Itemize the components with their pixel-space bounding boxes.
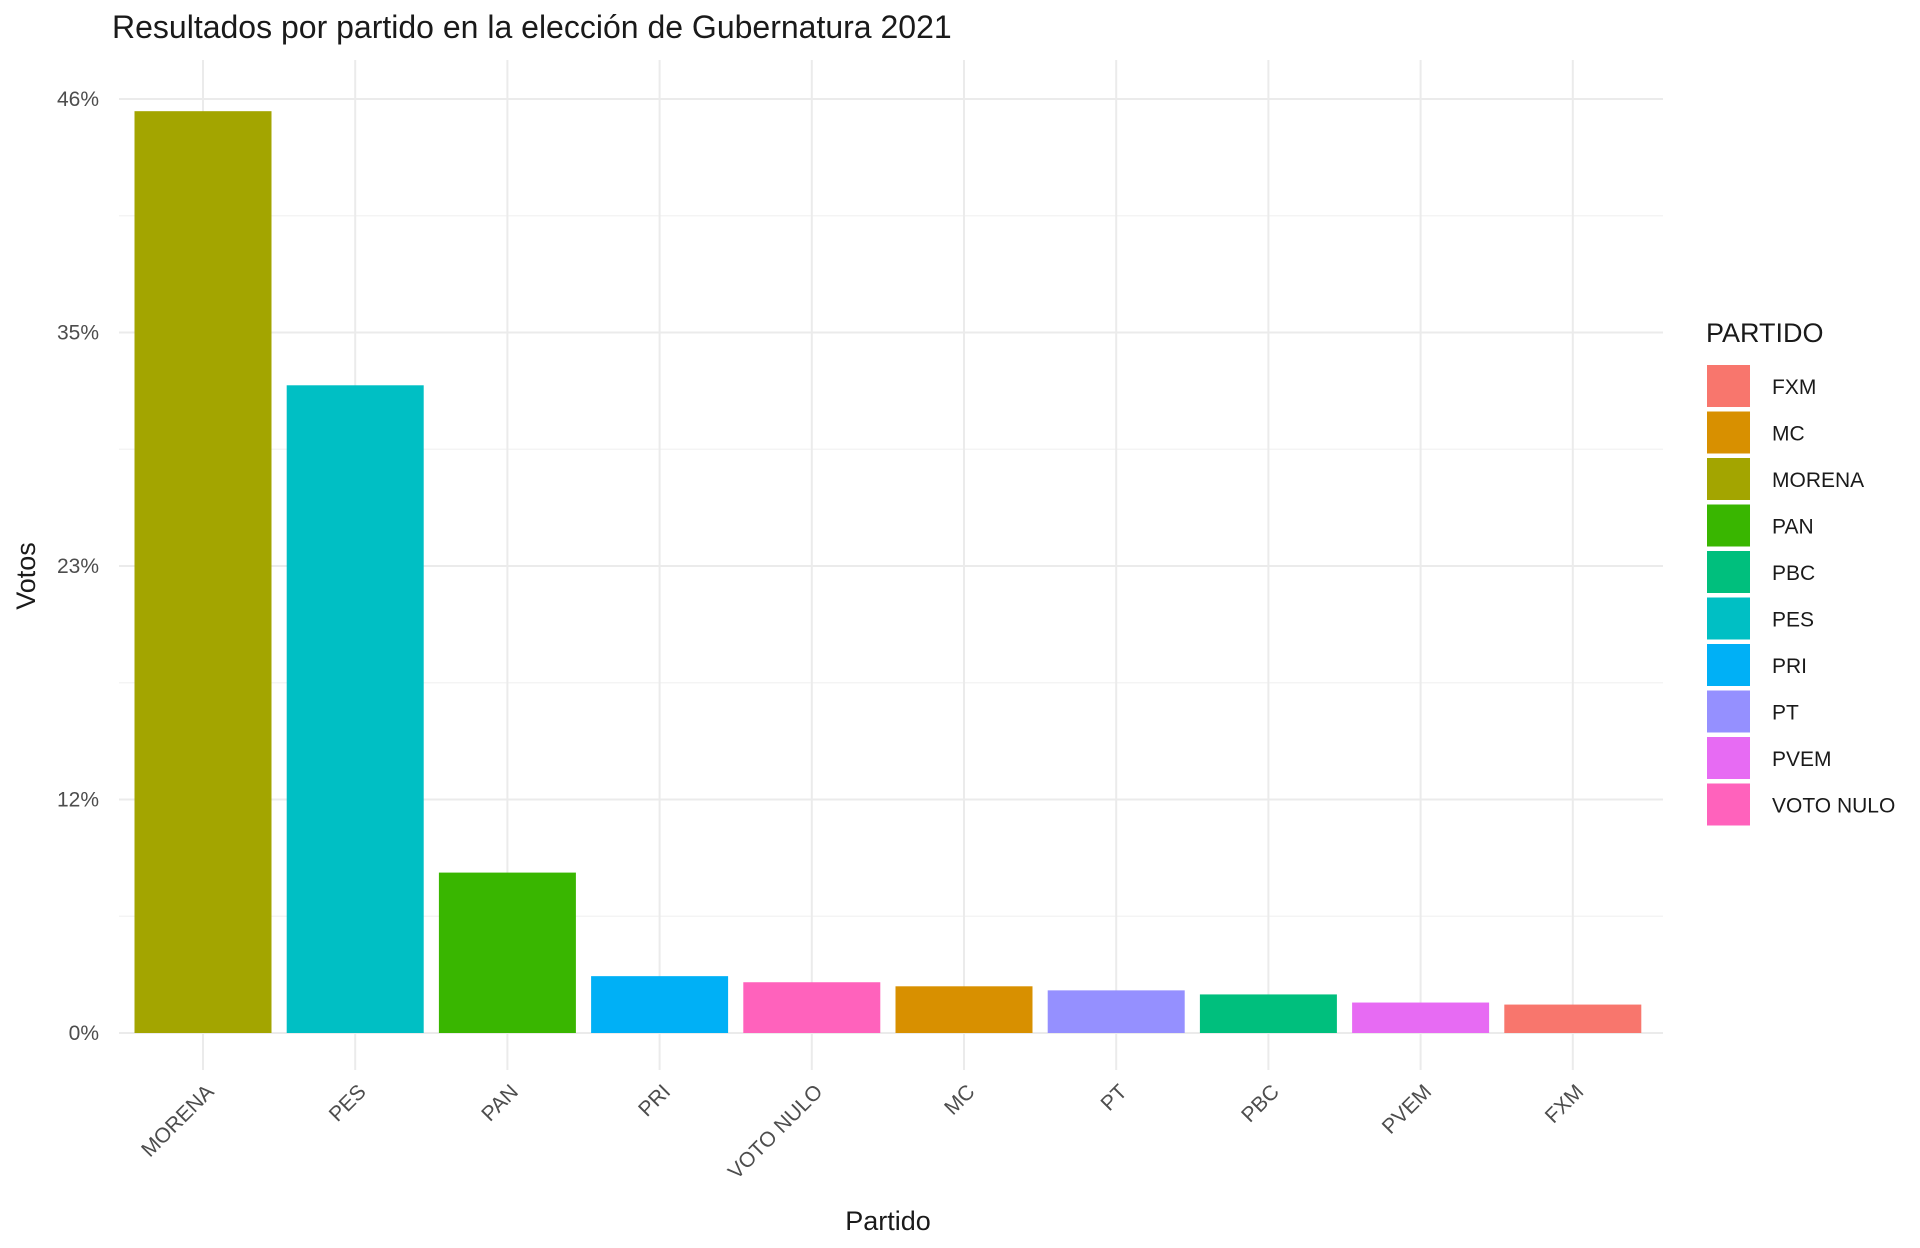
y-tick-label: 46% (57, 88, 99, 111)
bar-pt (1047, 990, 1185, 1033)
legend-label: PVEM (1772, 748, 1832, 771)
x-axis-ticks: MORENA PES PAN PRI VOTO NULO MC PT PBC PVEM FXM (137, 1080, 1588, 1184)
legend-item: PRI (1707, 644, 1807, 686)
legend-item: PVEM (1707, 737, 1832, 779)
legend-item: FXM (1707, 365, 1816, 407)
legend: PARTIDO FXM MC MORENA PAN PBC PES PRI PT PVEM VOT… (1706, 318, 1895, 826)
legend-label: PAN (1772, 516, 1814, 539)
legend-label: VOTO NULO (1772, 795, 1895, 818)
legend-item: PBC (1707, 551, 1815, 593)
legend-label: PES (1772, 609, 1814, 632)
legend-swatch (1707, 411, 1750, 454)
legend-item: PES (1707, 597, 1814, 640)
legend-label: MC (1772, 423, 1805, 446)
legend-swatch (1707, 597, 1750, 640)
legend-item: VOTO NULO (1707, 783, 1895, 826)
legend-label: PBC (1772, 562, 1815, 585)
y-tick-label: 23% (57, 555, 99, 578)
legend-title: PARTIDO (1706, 318, 1824, 348)
y-axis-title: Votos (11, 542, 41, 610)
bar-voto-nulo (743, 982, 881, 1033)
bar-pbc (1199, 994, 1337, 1033)
x-tick-label: PAN (477, 1080, 523, 1126)
x-axis-title: Partido (845, 1206, 931, 1236)
legend-item: PT (1707, 690, 1799, 733)
x-tick-label: MC (940, 1080, 979, 1119)
legend-item: MORENA (1707, 458, 1864, 500)
legend-label: MORENA (1772, 469, 1864, 492)
bars (134, 111, 1642, 1034)
legend-swatch (1707, 644, 1750, 686)
x-tick-label: PVEM (1378, 1080, 1436, 1138)
bar-morena (134, 111, 272, 1033)
x-tick-label: PBC (1237, 1080, 1284, 1127)
legend-label: PT (1772, 702, 1799, 725)
legend-swatch (1707, 504, 1750, 547)
y-tick-label: 35% (57, 322, 99, 345)
bar-mc (895, 986, 1033, 1033)
legend-items: FXM MC MORENA PAN PBC PES PRI PT PVEM VOTO NULO (1707, 365, 1895, 826)
x-tick-label: FXM (1541, 1080, 1589, 1128)
legend-swatch (1707, 690, 1750, 733)
bar-pri (591, 976, 729, 1033)
legend-swatch (1707, 365, 1750, 407)
legend-swatch (1707, 737, 1750, 779)
chart-title: Resultados por partido en la elección de… (112, 9, 952, 45)
legend-swatch (1707, 551, 1750, 593)
x-tick-label: VOTO NULO (724, 1080, 827, 1183)
bar-pvem (1352, 1002, 1490, 1033)
y-tick-label: 0% (69, 1022, 99, 1045)
legend-label: FXM (1772, 376, 1816, 399)
bar-pan (438, 872, 576, 1033)
x-tick-label: PT (1096, 1080, 1131, 1115)
x-tick-label: PRI (634, 1080, 675, 1121)
y-tick-label: 12% (57, 789, 99, 812)
legend-swatch (1707, 458, 1750, 500)
y-axis-ticks: 0% 12% 23% 35% 46% (57, 88, 99, 1045)
bar-fxm (1504, 1004, 1642, 1033)
bar-pes (286, 385, 424, 1034)
legend-item: PAN (1707, 504, 1814, 547)
legend-label: PRI (1772, 655, 1807, 678)
x-tick-label: PES (325, 1080, 371, 1126)
x-tick-label: MORENA (137, 1080, 218, 1161)
legend-swatch (1707, 783, 1750, 826)
legend-item: MC (1707, 411, 1805, 454)
